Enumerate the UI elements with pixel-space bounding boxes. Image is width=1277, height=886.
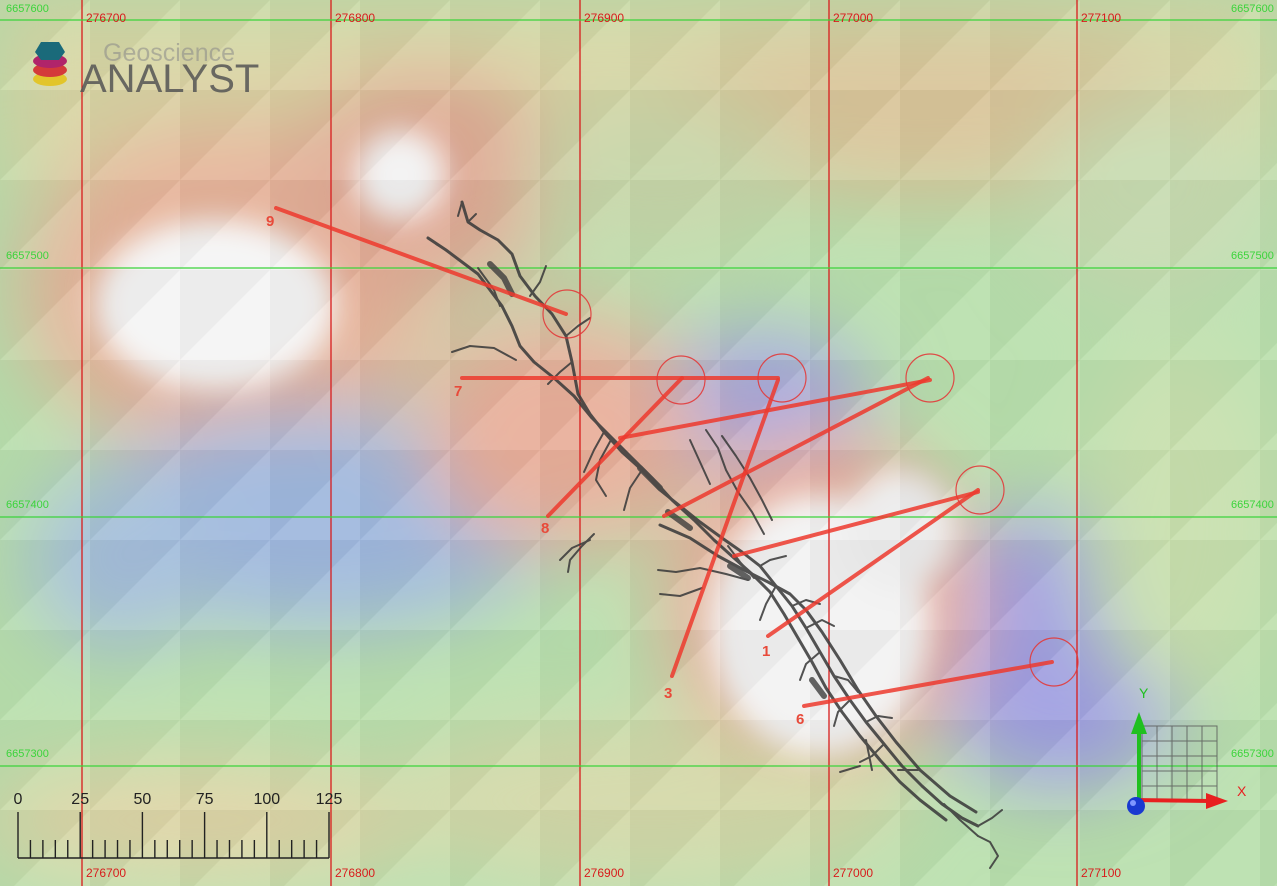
drillhole-trace [732, 490, 980, 558]
northing-label: 6657300 [6, 748, 49, 760]
northing-labels-left: 6657600 6657500 6657400 6657300 [6, 3, 49, 760]
target-circle [1029, 637, 1079, 687]
drillhole: 3 [664, 353, 807, 702]
drillhole-trace [802, 660, 1054, 708]
scale-label: 125 [316, 791, 343, 808]
easting-label: 277000 [833, 11, 873, 25]
easting-labels-bottom: 276700 276800 276900 277000 277100 [86, 866, 1121, 880]
scale-label: 50 [134, 791, 152, 808]
drillhole-trace [766, 488, 980, 638]
easting-labels-top: 276700 276800 276900 277000 277100 [86, 11, 1121, 25]
drillhole-trace [670, 378, 780, 678]
x-axis-label: X [1237, 783, 1247, 799]
y-axis-arrowhead [1131, 712, 1147, 734]
geoscience-analyst-logo: Geoscience ANALYST [33, 39, 259, 101]
drillhole-label: 8 [541, 520, 549, 537]
northing-label: 6657500 [1231, 250, 1274, 262]
drillhole [618, 378, 932, 440]
easting-label: 277100 [1081, 11, 1121, 25]
drillhole-label: 7 [454, 383, 462, 400]
scale-label: 0 [14, 791, 23, 808]
y-axis-label: Y [1139, 685, 1149, 701]
scale-label: 25 [71, 791, 89, 808]
northing-label: 6657300 [1231, 748, 1274, 760]
easting-label: 276900 [584, 866, 624, 880]
easting-label: 276900 [584, 11, 624, 25]
scale-label: 100 [253, 791, 280, 808]
drillhole: 7 [454, 355, 780, 405]
drillhole-trace [274, 206, 568, 316]
drillhole-label: 6 [796, 711, 804, 728]
logo-line2: ANALYST [80, 57, 259, 101]
northing-labels-right: 6657600 6657500 6657400 6657300 [1231, 3, 1274, 760]
logo-line1: Geoscience [103, 39, 235, 67]
underground-workings [426, 200, 1003, 869]
drillhole-trace [618, 378, 932, 440]
target-circle [905, 353, 955, 403]
northing-label: 6657600 [6, 3, 49, 15]
tunnel-main [426, 200, 980, 828]
drillhole: 8 [541, 376, 684, 537]
axis-gizmo: X Y [1127, 685, 1247, 815]
tunnel-branches [435, 201, 1003, 869]
northing-label: 6657600 [1231, 3, 1274, 15]
drillhole: 1 [762, 465, 1005, 660]
northing-label: 6657400 [1231, 499, 1274, 511]
easting-label: 277100 [1081, 866, 1121, 880]
drillhole-trace [662, 376, 930, 518]
drillhole-label: 9 [266, 213, 274, 230]
easting-label: 276700 [86, 11, 126, 25]
tunnel-stopes [487, 261, 827, 699]
drillhole-traces: 9 7 8 3 1 6 [266, 206, 1079, 728]
scale-bar: 0 25 50 75 100 125 [14, 791, 343, 859]
target-circle [656, 355, 706, 405]
drillhole-label: 3 [664, 685, 672, 702]
x-axis-arrowhead [1206, 793, 1228, 809]
northing-label: 6657500 [6, 250, 49, 262]
drillhole [732, 490, 980, 558]
drillhole-label: 1 [762, 643, 770, 660]
drillhole-trace [546, 376, 684, 518]
scale-label: 75 [196, 791, 214, 808]
easting-label: 276800 [335, 866, 375, 880]
northing-label: 6657400 [6, 499, 49, 511]
easting-label: 276800 [335, 11, 375, 25]
logo-stack-icon [33, 42, 67, 86]
z-axis-origin [1127, 797, 1145, 815]
target-circle [542, 289, 592, 339]
easting-label: 276700 [86, 866, 126, 880]
x-axis-arrow-shaft [1137, 798, 1211, 803]
drillhole [662, 353, 955, 518]
easting-label: 277000 [833, 866, 873, 880]
drillhole: 9 [266, 206, 592, 339]
target-circle [955, 465, 1005, 515]
target-circle [757, 353, 807, 403]
drillhole: 6 [796, 637, 1079, 728]
